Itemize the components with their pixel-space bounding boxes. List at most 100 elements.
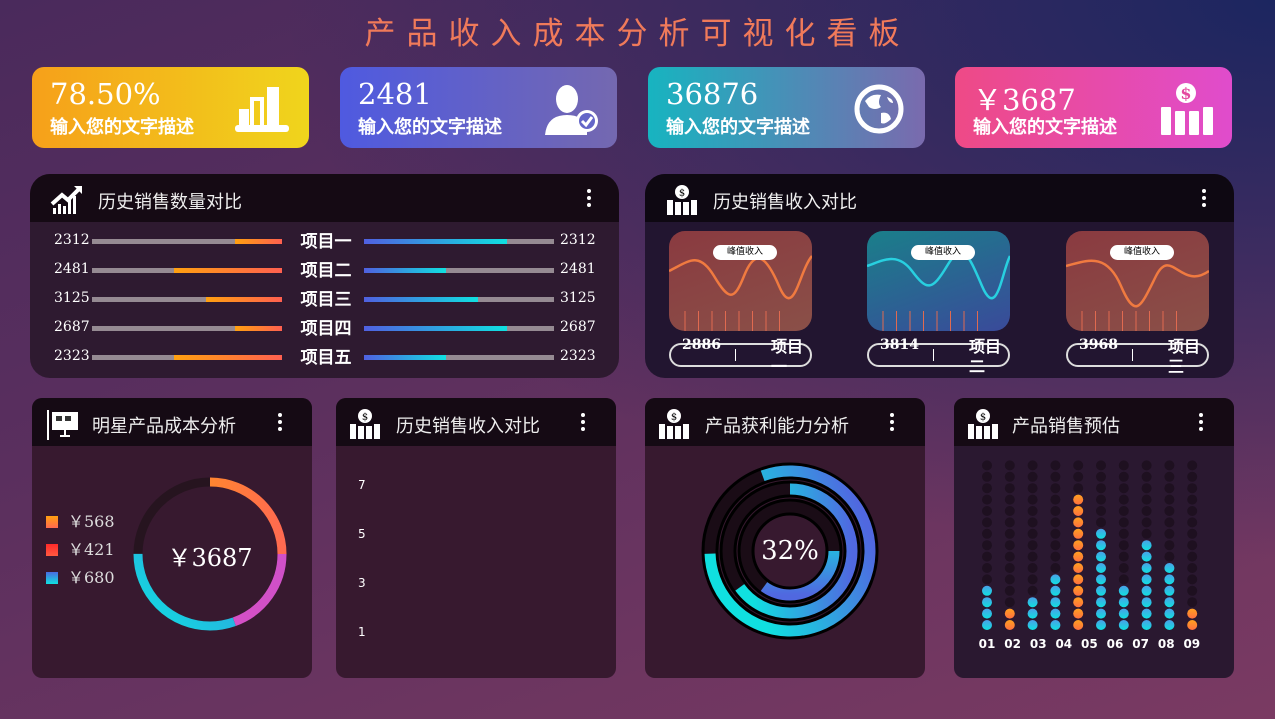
mini-trend-card[interactable]: 峰值收入: [669, 231, 812, 331]
forecast-dot-empty: [1164, 483, 1175, 494]
x-axis-label: 03: [1030, 637, 1047, 651]
forecast-dot-filled: [982, 585, 992, 596]
forecast-dot-filled: [1050, 585, 1061, 596]
forecast-dot-empty: [1027, 517, 1038, 528]
left-bar: [92, 268, 282, 273]
forecast-dot-empty: [1027, 483, 1038, 494]
forecast-dot-empty: [982, 483, 992, 494]
forecast-dot-empty: [1187, 517, 1198, 528]
forecast-dot-empty: [1027, 585, 1038, 596]
forecast-dot-empty: [1004, 574, 1015, 585]
quantity-compare-panel: 历史销售数量对比 2312 项目一 2312 2481 项目二 2481 3125 项目三 31…: [30, 174, 619, 378]
forecast-dot-filled: [1187, 608, 1198, 619]
card-header: 明星产品成本分析: [32, 398, 312, 446]
card-title: 产品获利能力分析: [705, 416, 849, 437]
forecast-dot-filled: [1118, 585, 1129, 596]
row-label: 项目一: [300, 232, 352, 252]
more-menu-icon[interactable]: [278, 413, 282, 434]
svg-text:$: $: [980, 412, 986, 423]
forecast-dot-empty: [1141, 471, 1152, 482]
left-value: 2481: [54, 261, 90, 277]
stat-value: ￥3687: [973, 83, 1076, 117]
forecast-dot-empty: [1027, 551, 1038, 562]
left-bar: [92, 239, 282, 244]
forecast-dot-empty: [1187, 585, 1198, 596]
compare-row: 2481 项目二 2481: [30, 261, 619, 285]
forecast-dot-empty: [982, 494, 992, 505]
forecast-dot-empty: [1187, 483, 1198, 494]
y-tick-label: 3: [358, 576, 366, 590]
forecast-dot-empty: [1164, 460, 1175, 471]
left-bar-fill: [173, 268, 282, 273]
cost-donut-chart: [133, 477, 287, 631]
panel-title: 历史销售收入对比: [713, 192, 857, 213]
trend-line: [1066, 259, 1209, 331]
legend-swatch: [46, 572, 58, 584]
forecast-dot-empty: [1004, 483, 1015, 494]
value-pill: 2886 项目一: [669, 337, 812, 376]
more-menu-icon[interactable]: [1199, 413, 1203, 434]
forecast-dot-empty: [1118, 517, 1129, 528]
mini-trend-card[interactable]: 峰值收入: [867, 231, 1010, 331]
right-bar-fill: [364, 268, 446, 273]
forecast-dot-empty: [1073, 483, 1084, 494]
left-value: 2323: [54, 348, 90, 364]
dollar-chart-icon: $: [968, 409, 998, 439]
more-menu-icon[interactable]: [890, 413, 894, 434]
right-value: 2323: [560, 348, 596, 364]
more-menu-icon[interactable]: [581, 413, 585, 434]
mini-trend-card[interactable]: 峰值收入: [1066, 231, 1209, 331]
forecast-dot-empty: [1004, 460, 1015, 471]
forecast-dot-filled: [1027, 608, 1038, 619]
y-tick-label: 1: [358, 625, 366, 639]
left-bar-fill: [234, 326, 282, 331]
forecast-dot-filled: [1096, 574, 1106, 585]
forecast-dot-filled: [1141, 597, 1152, 608]
forecast-dot-empty: [1164, 494, 1175, 505]
stat-value: 2481: [358, 77, 432, 111]
forecast-dot-filled: [1050, 597, 1061, 608]
card-header: $ 产品获利能力分析: [645, 398, 925, 446]
forecast-dot-empty: [1050, 551, 1061, 562]
forecast-dot-filled: [1096, 608, 1106, 619]
row-label: 项目二: [300, 261, 352, 281]
forecast-dot-empty: [1004, 506, 1015, 516]
forecast-dot-empty: [1027, 540, 1038, 551]
forecast-dot-filled: [1004, 608, 1015, 619]
forecast-dot-empty: [1050, 528, 1061, 539]
legend-item: ￥568: [46, 508, 115, 532]
more-menu-icon[interactable]: [1202, 189, 1206, 210]
stat-value: 36876: [666, 77, 759, 111]
forecast-dot-filled: [1164, 585, 1175, 596]
cost-analysis-card: 明星产品成本分析 ￥568 ￥421 ￥680 ￥3687: [32, 398, 312, 678]
forecast-dot-empty: [982, 563, 992, 573]
x-axis-label: 09: [1183, 637, 1200, 651]
compare-row: 3125 项目三 3125: [30, 290, 619, 314]
row-label: 项目四: [300, 319, 352, 339]
forecast-dot-empty: [1118, 574, 1129, 585]
forecast-dot-empty: [1050, 483, 1061, 494]
row-label: 项目三: [300, 290, 352, 310]
income-compare-panel: $ 历史销售收入对比 峰值收入 2886 项目一 峰值收入 3814 项目二 峰值收入 396…: [645, 174, 1234, 378]
forecast-dot-empty: [1096, 506, 1106, 516]
forecast-dot-empty: [1141, 494, 1152, 505]
right-bar: [364, 355, 554, 360]
forecast-dot-empty: [1050, 517, 1061, 528]
forecast-dot-filled: [1073, 506, 1084, 516]
forecast-dot-empty: [1027, 506, 1038, 516]
card-title: 历史销售收入对比: [396, 416, 540, 437]
forecast-dot-chart: 01 02 03 04 05 06 07 08 09: [979, 460, 1200, 651]
forecast-dot-empty: [1073, 471, 1084, 482]
dashboard-title: 产品收入成本分析可视化看板: [364, 16, 911, 52]
forecast-dot-empty: [1027, 528, 1038, 539]
more-menu-icon[interactable]: [587, 189, 591, 210]
forecast-dot-empty: [1187, 528, 1198, 539]
forecast-dot-empty: [1004, 597, 1015, 608]
forecast-dot-empty: [982, 517, 992, 528]
right-bar: [364, 326, 554, 331]
right-bar-fill: [364, 239, 507, 244]
forecast-dot-filled: [1141, 540, 1152, 551]
x-axis-label: 05: [1081, 637, 1098, 651]
forecast-dot-empty: [1004, 563, 1015, 573]
pill-label: 项目一: [771, 337, 804, 376]
